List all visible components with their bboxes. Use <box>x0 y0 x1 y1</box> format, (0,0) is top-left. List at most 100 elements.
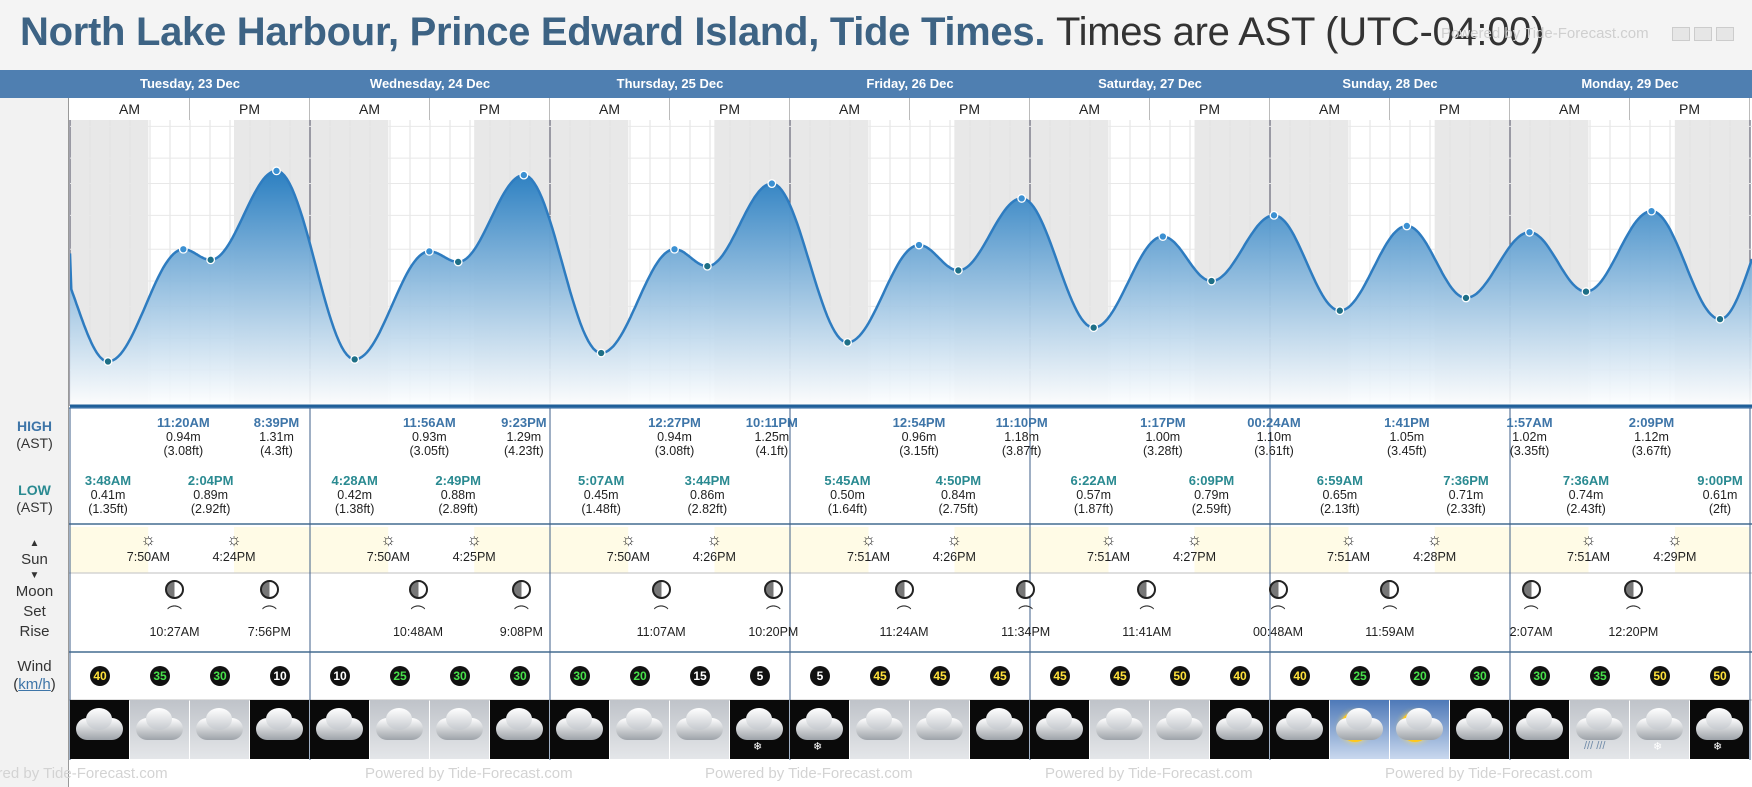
cloud-icon <box>566 708 592 730</box>
low-tide-point[interactable] <box>843 337 852 347</box>
tide-time: 10:11PM <box>745 415 798 430</box>
sunrise-time: 7:50AM <box>366 550 410 564</box>
tide-time: 2:49PM <box>435 473 481 488</box>
low-tide-point[interactable] <box>103 357 113 366</box>
wind-badge: 20 <box>1410 666 1430 686</box>
snow-icon: ❄ <box>1653 741 1663 753</box>
weather-tile <box>250 700 309 759</box>
am-label: AM <box>1510 98 1630 120</box>
low-tide-point[interactable] <box>1461 293 1471 303</box>
cloud-icon <box>1466 708 1492 730</box>
low-tide-point[interactable] <box>1335 306 1345 316</box>
moon-set-cell: ⌒ 10:20PM <box>743 578 803 639</box>
cloud-icon <box>866 708 892 730</box>
low-tide-point[interactable] <box>350 354 360 364</box>
low-tide-point[interactable] <box>453 257 463 267</box>
wind-badge: 25 <box>390 666 410 686</box>
moon-rise-icon: ⌒ <box>896 605 912 622</box>
high-tide-point[interactable] <box>767 179 777 189</box>
night-shade <box>1030 120 1109 406</box>
low-tide-point[interactable] <box>206 255 216 265</box>
pm-label: PM <box>670 98 790 120</box>
wind-badge: 20 <box>630 666 650 686</box>
low-tide-point[interactable] <box>1089 323 1099 333</box>
weather-tile <box>130 700 189 759</box>
night-shade <box>1194 120 1270 406</box>
tide-height-ft: (4.1ft) <box>755 444 789 458</box>
tide-height-ft: (3.61ft) <box>1254 444 1294 458</box>
high-tide-point[interactable] <box>914 240 924 250</box>
watermark: Powered by Tide-Forecast.com <box>0 765 168 782</box>
high-tide-cell: 1:41PM 1.05m (3.45ft) <box>1379 416 1435 459</box>
sunset-cell: ☼ 4:27PM <box>1165 530 1225 564</box>
low-tide-cell: 6:22AM 0.57m (1.87ft) <box>1066 474 1122 517</box>
wind-badge: 40 <box>1230 666 1250 686</box>
low-tide-point[interactable] <box>596 348 606 358</box>
high-tide-point[interactable] <box>1017 193 1027 203</box>
day-label: Wednesday, 24 Dec <box>369 76 491 91</box>
pm-label: PM <box>430 98 550 120</box>
sunrise-cell: ☼ 7:50AM <box>358 530 418 564</box>
high-tide-point[interactable] <box>272 166 281 176</box>
sunrise-time: 7:51AM <box>1326 550 1371 564</box>
tide-height-ft: (3.45ft) <box>1387 444 1427 458</box>
low-tide-point[interactable] <box>1207 276 1216 286</box>
tide-height-ft: (3.05ft) <box>409 444 450 458</box>
powered-by-icons <box>1672 27 1742 41</box>
night-shade <box>70 120 149 406</box>
pm-label: PM <box>1390 98 1510 120</box>
cloud-icon <box>146 708 172 730</box>
day-label: Sunday, 28 Dec <box>1342 76 1438 91</box>
high-tide-point[interactable] <box>670 244 679 254</box>
moon-phase-icon <box>894 580 914 599</box>
tide-height-m: 0.45m <box>583 488 619 502</box>
sunset-cell: ☼ 4:24PM <box>204 530 264 564</box>
low-tide-point[interactable] <box>1581 287 1591 297</box>
wind-badge: 45 <box>990 666 1010 686</box>
high-tide-point[interactable] <box>1647 206 1656 216</box>
watermark: Powered by Tide-Forecast.com <box>705 765 913 782</box>
sunset-cell: ☼ 4:26PM <box>684 530 744 564</box>
cloud-icon <box>1106 708 1132 730</box>
wind-unit-link[interactable]: km/h <box>18 676 51 693</box>
low-tide-point[interactable] <box>702 261 712 271</box>
tide-height-ft: (1.35ft) <box>88 502 128 516</box>
day-label: Saturday, 27 Dec <box>1098 76 1202 91</box>
day-label: Tuesday, 23 Dec <box>140 76 240 91</box>
sunset-time: 4:25PM <box>452 550 496 564</box>
cloud-icon <box>1046 708 1072 730</box>
low-tide-point[interactable] <box>953 265 963 275</box>
watermark: Powered by Tide-Forecast.com <box>1385 765 1593 782</box>
low-tide-cell: 7:36PM 0.71m (2.33ft) <box>1438 474 1494 517</box>
high-tide-point[interactable] <box>519 170 529 180</box>
moon-row-label: Moon Set Rise <box>15 583 54 640</box>
am-label: AM <box>1030 98 1150 120</box>
low-tide-point[interactable] <box>1715 314 1725 324</box>
weather-tile <box>970 700 1029 759</box>
tide-height-ft: (2.89ft) <box>438 502 478 516</box>
high-tide-point[interactable] <box>1158 232 1168 241</box>
sunset-icon: ☼ <box>1186 530 1203 549</box>
high-tide-point[interactable] <box>1269 210 1279 220</box>
sun-row-label: ▲ Sun ▼ <box>21 538 48 581</box>
snow-icon: ❄ <box>813 741 823 753</box>
tide-time: 00:24AM <box>1247 415 1301 430</box>
low-tide-cell: 2:49PM 0.88m (2.89ft) <box>430 473 486 517</box>
high-tide-point[interactable] <box>424 246 434 256</box>
high-tide-point[interactable] <box>178 244 188 254</box>
moon-set-cell: ⌒ 9:08PM <box>491 578 551 639</box>
wind-badge: 40 <box>1290 666 1310 686</box>
tide-height-ft: (1.48ft) <box>581 502 621 516</box>
weather-tile <box>1210 700 1269 759</box>
tide-height-ft: (2.43ft) <box>1566 502 1606 516</box>
tide-height-m: 0.74m <box>1568 488 1604 502</box>
weather-tile <box>190 700 249 759</box>
wind-badge: 25 <box>1350 666 1370 686</box>
low-tide-cell: 6:59AM 0.65m (2.13ft) <box>1312 474 1368 517</box>
high-tide-point[interactable] <box>1525 227 1534 237</box>
moon-phase-icon <box>1380 580 1400 599</box>
tide-height-ft: (2.82ft) <box>687 502 728 516</box>
cloud-icon <box>1226 708 1252 730</box>
high-tide-point[interactable] <box>1402 221 1412 231</box>
am-label: AM <box>310 98 430 120</box>
